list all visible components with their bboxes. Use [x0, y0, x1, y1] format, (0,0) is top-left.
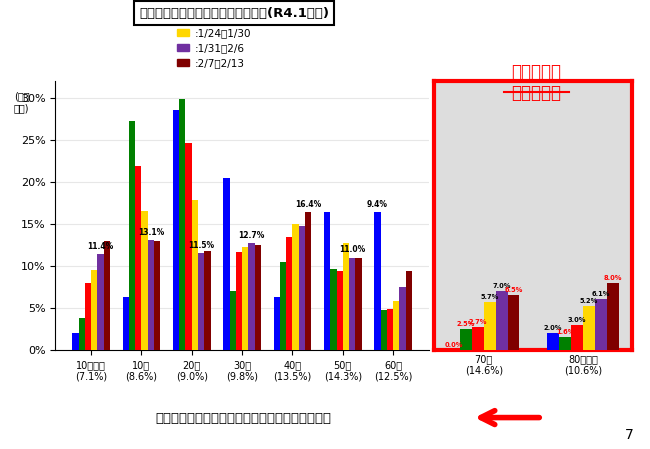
Bar	[179, 99, 185, 350]
Text: 3.0%: 3.0%	[567, 317, 586, 323]
Text: 16.4%: 16.4%	[295, 200, 321, 209]
Bar	[349, 258, 356, 350]
Bar	[337, 271, 343, 350]
Bar	[91, 270, 98, 350]
Bar	[330, 269, 337, 350]
Bar	[292, 224, 299, 350]
Bar	[255, 245, 261, 350]
Text: 2.5%: 2.5%	[457, 321, 475, 327]
Text: 7.0%: 7.0%	[492, 283, 511, 289]
Text: 市内新規陽性者の年代別割合の推移(R4.1以降): 市内新規陽性者の年代別割合の推移(R4.1以降)	[139, 7, 329, 20]
Bar	[508, 295, 519, 350]
Text: 12.7%: 12.7%	[239, 231, 265, 240]
Bar	[393, 301, 400, 350]
Bar	[223, 178, 229, 350]
Bar	[299, 225, 305, 350]
Bar	[374, 212, 380, 350]
Text: 高齢者など重症化リスクが高い方への感染が拡大: 高齢者など重症化リスクが高い方への感染が拡大	[156, 412, 332, 425]
Bar	[173, 110, 179, 350]
Bar	[595, 299, 606, 350]
Bar	[484, 302, 496, 350]
Text: 2.0%: 2.0%	[544, 325, 562, 331]
Bar	[305, 212, 311, 350]
Y-axis label: (人口
割合): (人口 割合)	[14, 92, 29, 113]
Bar	[547, 333, 559, 350]
Bar	[142, 211, 148, 350]
Bar	[472, 327, 484, 350]
Bar	[496, 291, 508, 350]
Bar	[406, 271, 412, 350]
Bar	[236, 252, 242, 350]
Bar	[129, 121, 135, 350]
Text: 6.1%: 6.1%	[592, 291, 610, 297]
Bar	[280, 262, 286, 350]
Bar	[387, 309, 393, 350]
Bar	[248, 243, 255, 350]
Bar	[571, 325, 583, 350]
Bar	[204, 251, 211, 350]
Text: 7: 7	[625, 428, 634, 442]
Bar	[242, 247, 248, 350]
Text: 5.2%: 5.2%	[580, 298, 598, 304]
Bar	[185, 143, 192, 350]
Bar	[460, 329, 472, 350]
Bar	[98, 254, 104, 350]
Text: 11.4%: 11.4%	[88, 242, 114, 251]
Bar	[583, 306, 595, 350]
Text: 8.0%: 8.0%	[603, 275, 622, 281]
Text: 5.7%: 5.7%	[480, 294, 499, 300]
Bar	[229, 291, 236, 350]
Bar	[559, 337, 571, 350]
Text: 13.1%: 13.1%	[138, 228, 164, 237]
Bar	[274, 297, 280, 350]
Bar	[356, 258, 361, 350]
Bar	[198, 253, 204, 350]
Bar	[380, 310, 387, 350]
Bar	[84, 283, 91, 350]
Bar	[400, 287, 406, 350]
Bar	[104, 241, 110, 350]
Bar	[72, 333, 79, 350]
Legend: :1/3～1/9, :1/10～1/16, :1/17～1/23, :1/24～1/30, :1/31～2/6, :2/7～2/13: :1/3～1/9, :1/10～1/16, :1/17～1/23, :1/24～…	[173, 0, 255, 73]
Text: 特に８０代
以上が急増: 特に８０代 以上が急増	[512, 63, 561, 101]
Text: 11.0%: 11.0%	[339, 245, 365, 254]
Bar	[286, 238, 292, 350]
Text: 11.5%: 11.5%	[188, 241, 215, 250]
Bar	[79, 318, 84, 350]
Bar	[148, 240, 154, 350]
Text: 6.5%: 6.5%	[504, 287, 523, 293]
Bar	[324, 212, 330, 350]
Bar	[135, 166, 142, 350]
Bar	[192, 200, 198, 350]
Text: 0.0%: 0.0%	[445, 342, 463, 348]
Bar	[606, 283, 619, 350]
Text: 2.7%: 2.7%	[469, 319, 487, 326]
Bar	[123, 297, 129, 350]
Bar	[343, 243, 349, 350]
Bar	[154, 241, 161, 350]
Text: 9.4%: 9.4%	[367, 200, 388, 209]
Text: 1.6%: 1.6%	[556, 329, 575, 335]
